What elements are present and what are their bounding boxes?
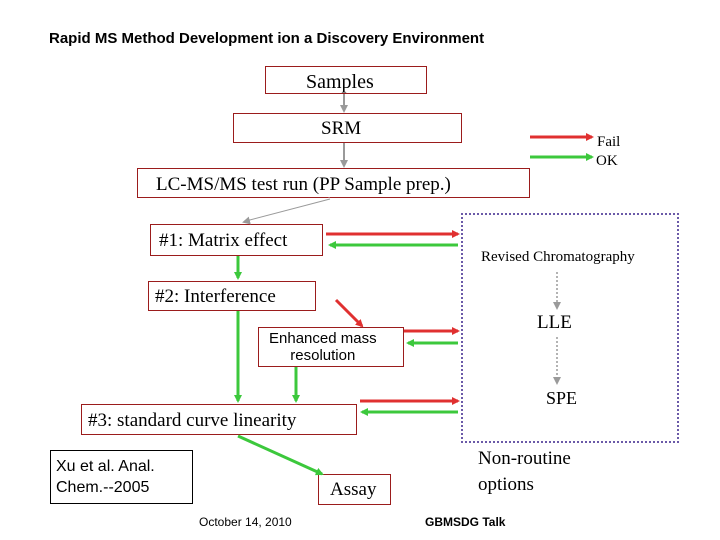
standard-curve-box: #3: standard curve linearity (81, 404, 357, 435)
assay-box: Assay (318, 474, 391, 505)
arrow-lcms-matrix-outline (245, 198, 331, 222)
matrix-effect-label: #1: Matrix effect (159, 230, 288, 251)
samples-label: Samples (306, 71, 374, 93)
legend-ok-label: OK (596, 153, 618, 169)
srm-label: SRM (321, 118, 362, 139)
srm-box: SRM (233, 113, 462, 143)
arrow-interference-fail (334, 298, 364, 328)
enhanced-resolution-label: Enhanced mass resolution (269, 330, 377, 364)
options-region (461, 213, 679, 443)
revised-chromatography-label: Revised Chromatography (481, 249, 635, 265)
assay-label: Assay (330, 479, 377, 500)
citation-label: Xu et al. Anal. Chem.--2005 (56, 458, 155, 496)
enhanced-resolution-box: Enhanced mass resolution (258, 327, 404, 367)
spe-label: SPE (546, 388, 578, 408)
lcms-box: LC-MS/MS test run (PP Sample prep.) (137, 168, 530, 198)
samples-box: Samples (265, 66, 427, 94)
non-routine-options-label: Non-routine options (478, 448, 571, 495)
interference-box: #2: Interference (148, 281, 316, 311)
lle-label: LLE (537, 312, 572, 333)
legend-fail-label: Fail (597, 134, 621, 150)
lcms-label: LC-MS/MS test run (PP Sample prep.) (156, 174, 451, 195)
footer-talk: GBMSDG Talk (425, 515, 506, 529)
matrix-effect-box: #1: Matrix effect (150, 224, 323, 256)
citation-box: Xu et al. Anal. Chem.--2005 (50, 450, 193, 504)
arrow-curve-assay (237, 434, 324, 476)
interference-label: #2: Interference (155, 286, 276, 307)
slide-title: Rapid MS Method Development ion a Discov… (49, 30, 485, 47)
standard-curve-label: #3: standard curve linearity (88, 410, 297, 431)
footer-date: October 14, 2010 (199, 515, 292, 529)
